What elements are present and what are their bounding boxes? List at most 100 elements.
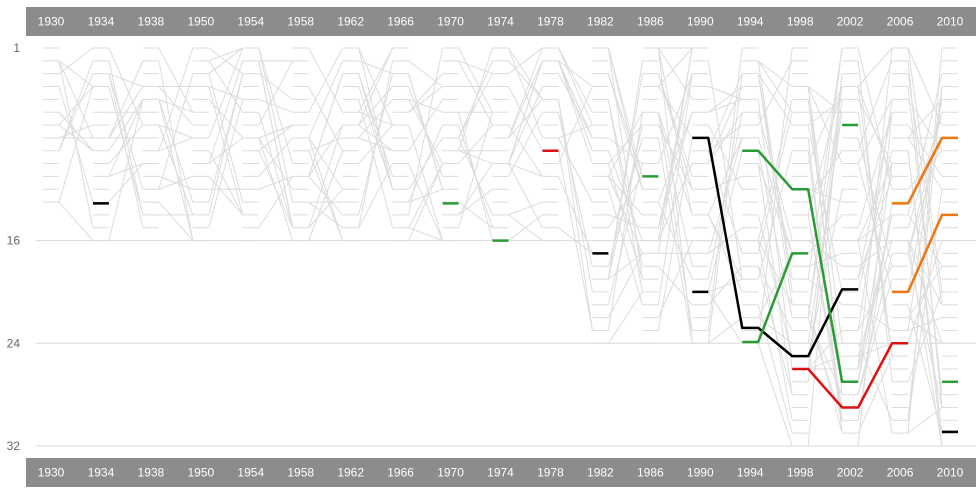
background-connector	[108, 47, 144, 126]
background-connector	[308, 137, 343, 152]
bottom-year-label: 1954	[237, 466, 264, 480]
background-connector	[607, 47, 643, 190]
top-year-label: 2002	[837, 15, 864, 29]
background-connector	[657, 163, 693, 241]
background-connector	[558, 124, 593, 139]
bottom-year-label: 1966	[387, 466, 414, 480]
background-connector	[757, 214, 793, 357]
background-connector	[657, 47, 693, 87]
background-connector	[707, 124, 743, 152]
background-connector	[657, 240, 693, 318]
background-connector	[308, 73, 344, 177]
background-connector	[508, 47, 543, 139]
background-connector	[557, 60, 593, 139]
top-year-label: 1966	[387, 15, 414, 29]
rank-tick-label: 1	[13, 41, 20, 55]
background-connector	[308, 137, 344, 241]
background-connector	[857, 86, 893, 177]
background-connector	[208, 99, 244, 139]
background-connector	[607, 291, 643, 344]
background-connector	[857, 112, 893, 447]
background-connector	[757, 304, 793, 434]
background-connector	[757, 150, 793, 280]
top-year-label: 1982	[587, 15, 614, 29]
background-connector	[258, 137, 294, 177]
top-year-axis: 1930 1934 1938 1950 1954 1958 1962 1966 1970 1974…	[26, 7, 976, 36]
top-year-label: 1954	[237, 15, 264, 29]
background-connector	[807, 188, 843, 203]
background-connector	[158, 201, 194, 241]
background-connector	[557, 86, 593, 164]
background-connector	[508, 124, 543, 177]
background-connector	[757, 60, 793, 126]
background-connector	[58, 201, 94, 241]
background-connector	[607, 47, 643, 177]
bottom-year-label: 1978	[537, 466, 564, 480]
background-connector	[707, 214, 743, 280]
background-connector	[158, 124, 194, 216]
background-connector	[907, 99, 943, 151]
background-connector	[907, 240, 943, 344]
background-connector	[757, 60, 793, 87]
background-connector	[707, 47, 743, 331]
rank-tick-label: 24	[7, 336, 21, 350]
background-connector	[757, 150, 793, 318]
background-connector	[458, 163, 493, 216]
background-connector	[208, 150, 244, 216]
background-connector	[807, 355, 843, 370]
background-connector	[557, 112, 593, 267]
background-connector	[707, 124, 743, 190]
top-year-label: 1970	[437, 15, 464, 29]
bottom-year-label: 1950	[187, 466, 214, 480]
top-year-label: 1978	[537, 15, 564, 29]
background-connector	[408, 163, 444, 241]
background-connector	[208, 176, 244, 216]
background-connector	[608, 137, 643, 164]
background-connector	[158, 60, 194, 241]
background-connector	[907, 317, 943, 331]
background-connector	[58, 47, 94, 75]
highlighted-series-orange-14	[892, 136, 958, 205]
background-connector	[408, 124, 444, 203]
background-connector	[358, 73, 394, 177]
background-connector	[807, 47, 843, 280]
background-connector	[308, 124, 344, 177]
background-connector	[508, 47, 543, 100]
background-connector	[58, 111, 94, 152]
background-connector	[358, 47, 394, 126]
background-connector	[807, 73, 843, 447]
background-connector	[558, 227, 593, 254]
background-connector	[607, 253, 643, 318]
background-connector	[258, 73, 294, 100]
top-year-label: 1962	[337, 15, 364, 29]
background-connector	[857, 355, 893, 434]
background-connector	[508, 86, 543, 164]
background-connector	[757, 240, 793, 421]
top-year-label: 1934	[88, 15, 115, 29]
background-connector	[108, 124, 144, 164]
background-connector	[907, 240, 943, 306]
bottom-year-label: 1938	[138, 466, 165, 480]
background-connector	[607, 189, 643, 305]
background-connector	[308, 150, 344, 241]
bottom-year-axis: 1930 1934 1938 1950 1954 1958 1962 1966 1970 1974…	[26, 458, 976, 487]
background-connector	[757, 112, 793, 241]
top-year-label: 2006	[887, 15, 914, 29]
background-connector	[657, 201, 693, 280]
background-connector	[657, 137, 693, 331]
background-connector	[657, 47, 693, 100]
background-connector	[208, 86, 244, 216]
background-connector	[857, 60, 893, 382]
background-connector	[258, 124, 294, 152]
highlighted-series-layer	[92, 123, 958, 434]
background-connector	[857, 47, 893, 190]
background-connector	[857, 163, 893, 382]
background-connector	[807, 214, 843, 421]
background-connector	[108, 73, 144, 87]
background-connector	[458, 47, 493, 113]
background-connector	[508, 214, 543, 241]
top-year-label: 1986	[637, 15, 664, 29]
background-connector	[707, 60, 743, 280]
background-connector	[607, 176, 643, 254]
background-connector	[807, 86, 843, 164]
